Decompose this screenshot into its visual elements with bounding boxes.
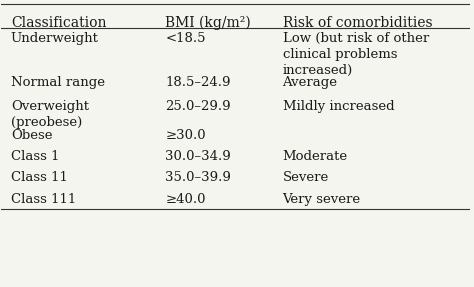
Text: Normal range: Normal range — [11, 76, 105, 89]
Text: Classification: Classification — [11, 15, 106, 30]
Text: Mildly increased: Mildly increased — [283, 100, 394, 113]
Text: 30.0–34.9: 30.0–34.9 — [165, 150, 231, 163]
Text: Overweight
(preobese): Overweight (preobese) — [11, 100, 89, 129]
Text: BMI (kg/m²): BMI (kg/m²) — [165, 15, 251, 30]
Text: Obese: Obese — [11, 129, 52, 142]
Text: ≥30.0: ≥30.0 — [165, 129, 206, 142]
Text: Class 11: Class 11 — [11, 171, 68, 184]
Text: Low (but risk of other
clinical problems
increased): Low (but risk of other clinical problems… — [283, 32, 429, 77]
Text: 18.5–24.9: 18.5–24.9 — [165, 76, 231, 89]
Text: 25.0–29.9: 25.0–29.9 — [165, 100, 231, 113]
Text: Class 111: Class 111 — [11, 193, 76, 206]
Text: Moderate: Moderate — [283, 150, 347, 163]
Text: Class 1: Class 1 — [11, 150, 59, 163]
Text: Underweight: Underweight — [11, 32, 99, 45]
Text: ≥40.0: ≥40.0 — [165, 193, 206, 206]
Text: Severe: Severe — [283, 171, 329, 184]
Text: Very severe: Very severe — [283, 193, 361, 206]
Text: Risk of comorbidities: Risk of comorbidities — [283, 15, 432, 30]
Text: <18.5: <18.5 — [165, 32, 206, 45]
Text: 35.0–39.9: 35.0–39.9 — [165, 171, 231, 184]
Text: Average: Average — [283, 76, 337, 89]
